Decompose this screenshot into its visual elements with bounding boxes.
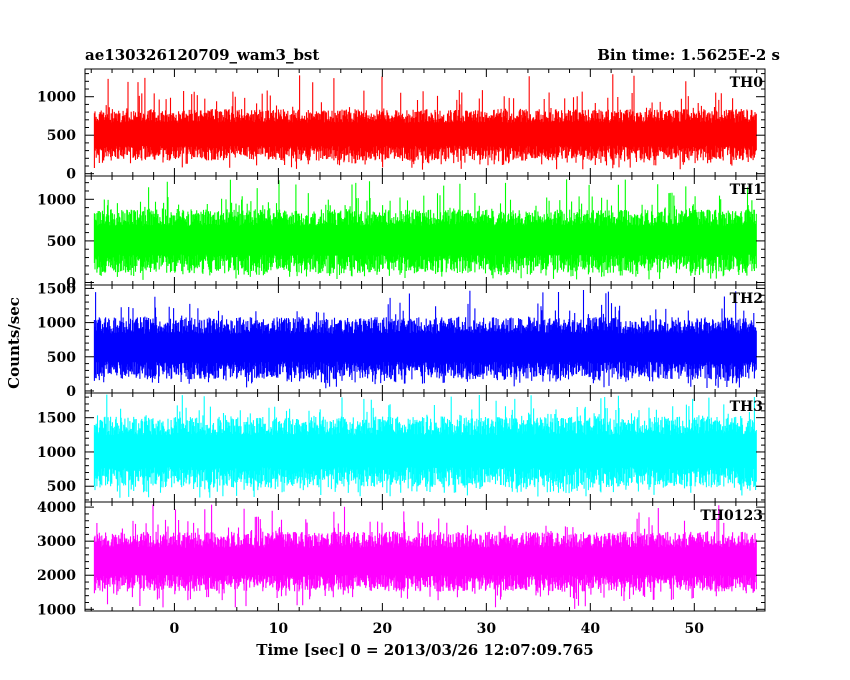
y-tick-label: 2000 (37, 568, 76, 584)
panel-th2: 0 500 1000 1500 TH2 (37, 281, 766, 400)
x-tick-label: 20 (373, 621, 393, 637)
plot-title: ae130326120709_wam3_bst (85, 46, 319, 64)
panel-label: TH1 (730, 182, 763, 198)
y-tick-label: 1000 (37, 602, 76, 618)
x-tick-label: 50 (685, 621, 705, 637)
bin-time-label: Bin time: 1.5625E-2 s (597, 46, 780, 64)
y-tick-label: 1000 (37, 192, 76, 208)
y-axis-label: Counts/sec (5, 297, 23, 389)
panel-th0123: 1000 2000 3000 4000 TH0123 (37, 500, 766, 618)
y-tick-label: 0 (66, 167, 76, 183)
panel-frame (84, 501, 766, 612)
y-tick-label: 4000 (37, 500, 76, 516)
panel-th0: 0 500 1000 TH0 (37, 68, 766, 183)
y-tick-label: 500 (47, 350, 76, 366)
y-tick-label: 0 (66, 276, 76, 292)
panel-label: TH0123 (700, 508, 763, 524)
panel-th3: 500 1000 1500 TH3 (37, 392, 766, 503)
panel-label: TH3 (730, 399, 763, 415)
y-tick-label: 500 (47, 479, 76, 495)
x-tick-label: 40 (581, 621, 601, 637)
y-tick-label: 1000 (37, 90, 76, 106)
series-th0 (93, 74, 757, 170)
series-th2 (93, 290, 757, 389)
y-tick-label: 500 (47, 128, 76, 144)
panel-th1: 0 500 1000 TH1 (37, 175, 766, 292)
y-tick-label: 3000 (37, 534, 76, 550)
panel-label: TH0 (730, 75, 764, 91)
series-th3 (93, 394, 757, 498)
y-tick-label: 1000 (37, 445, 76, 461)
series-th1 (93, 179, 757, 280)
x-axis-label: Time [sec] 0 = 2013/03/26 12:07:09.765 (256, 641, 593, 659)
x-tick-label: 0 (170, 621, 180, 637)
series-th0123 (93, 504, 757, 609)
y-tick-label: 500 (47, 234, 76, 250)
x-tick-label: 10 (269, 621, 289, 637)
y-tick-label: 0 (66, 384, 76, 400)
panels-group: 05001000TH005001000TH1050010001500TH2500… (37, 68, 766, 637)
x-tick-label: 30 (477, 621, 497, 637)
panel-label: TH2 (730, 291, 763, 307)
y-tick-label: 1000 (37, 316, 76, 332)
y-tick-label: 1500 (37, 411, 76, 427)
y-tick-label: 1500 (37, 281, 76, 297)
